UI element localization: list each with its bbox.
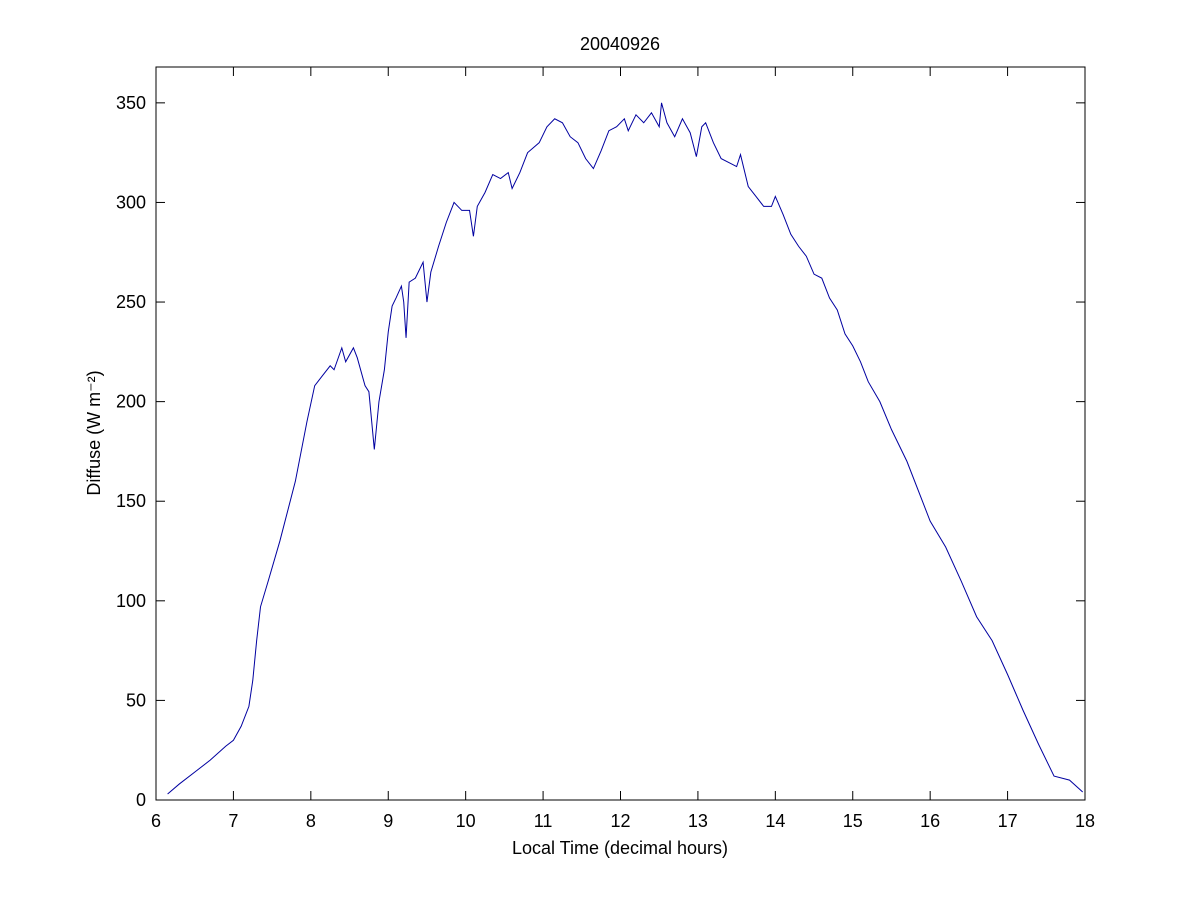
x-tick-label: 8 (306, 811, 316, 831)
x-tick-label: 9 (383, 811, 393, 831)
x-tick-label: 6 (151, 811, 161, 831)
x-tick-label: 13 (688, 811, 708, 831)
x-tick-label: 18 (1075, 811, 1095, 831)
x-tick-label: 15 (843, 811, 863, 831)
plot-area (155, 66, 1086, 801)
x-tick-label: 12 (610, 811, 630, 831)
chart-title: 20040926 (580, 34, 660, 54)
y-tick-label: 0 (136, 790, 146, 810)
y-tick-label: 200 (116, 392, 146, 412)
y-tick-label: 50 (126, 690, 146, 710)
y-tick-label: 150 (116, 491, 146, 511)
x-tick-label: 16 (920, 811, 940, 831)
x-tick-label: 11 (534, 811, 553, 831)
y-tick-label: 300 (116, 192, 146, 212)
y-tick-label: 350 (116, 93, 146, 113)
data-line (167, 102, 1084, 795)
y-tick-label: 100 (116, 591, 146, 611)
x-tick-label: 7 (228, 811, 238, 831)
x-tick-label: 14 (765, 811, 785, 831)
x-tick-label: 17 (998, 811, 1018, 831)
y-axis-label: Diffuse (W m⁻²) (84, 370, 104, 495)
x-tick-label: 10 (456, 811, 476, 831)
x-axis-label: Local Time (decimal hours) (512, 838, 728, 858)
y-tick-label: 250 (116, 292, 146, 312)
